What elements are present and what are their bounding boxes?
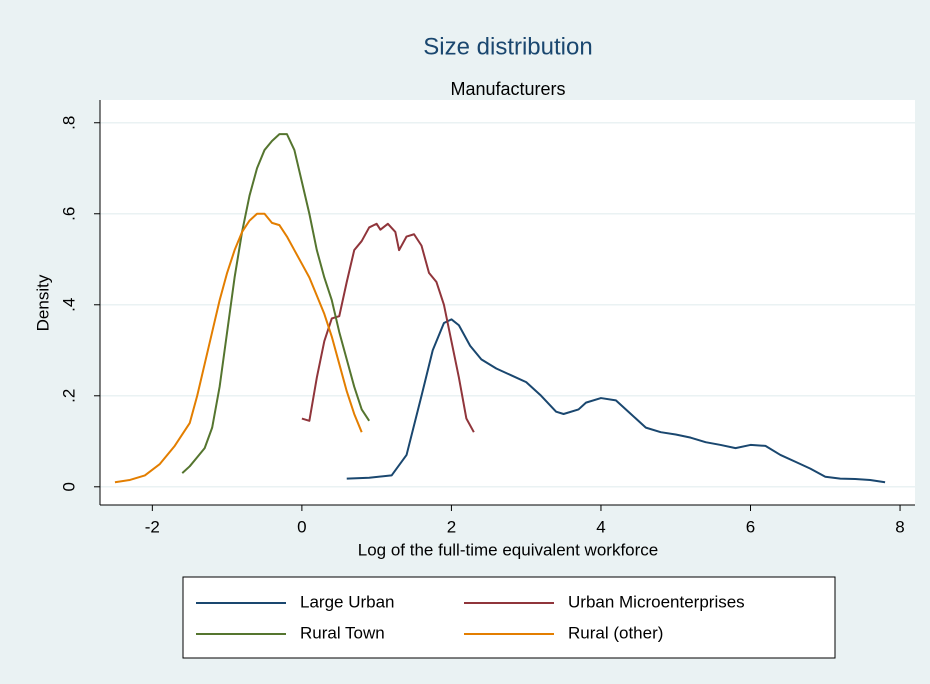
legend-label: Rural (other) (568, 623, 663, 642)
legend-box (182, 576, 836, 659)
y-tick-label: .2 (59, 389, 78, 403)
y-tick-label: .6 (59, 207, 78, 221)
legend-label: Urban Microenterprises (568, 592, 745, 611)
series-line (114, 212, 363, 484)
series-line (181, 133, 371, 474)
x-tick-label: 0 (297, 517, 306, 536)
x-tick-label: 8 (895, 517, 904, 536)
series-line (301, 222, 475, 433)
chart-title: Size distribution (423, 33, 592, 60)
x-tick-label: 6 (746, 517, 755, 536)
legend-label: Rural Town (300, 623, 385, 642)
x-tick-label: 4 (596, 517, 605, 536)
y-tick-label: 0 (59, 482, 78, 491)
x-tick-label: 2 (447, 517, 456, 536)
legend-label: Large Urban (300, 592, 395, 611)
y-tick-label: .8 (59, 116, 78, 130)
plot-area (100, 100, 915, 505)
y-tick-label: .4 (59, 298, 78, 312)
y-axis-title: Density (33, 274, 52, 331)
x-tick-label: -2 (145, 517, 160, 536)
x-axis-title: Log of the full-time equivalent workforc… (358, 540, 659, 559)
chart-subtitle: Manufacturers (450, 79, 565, 99)
